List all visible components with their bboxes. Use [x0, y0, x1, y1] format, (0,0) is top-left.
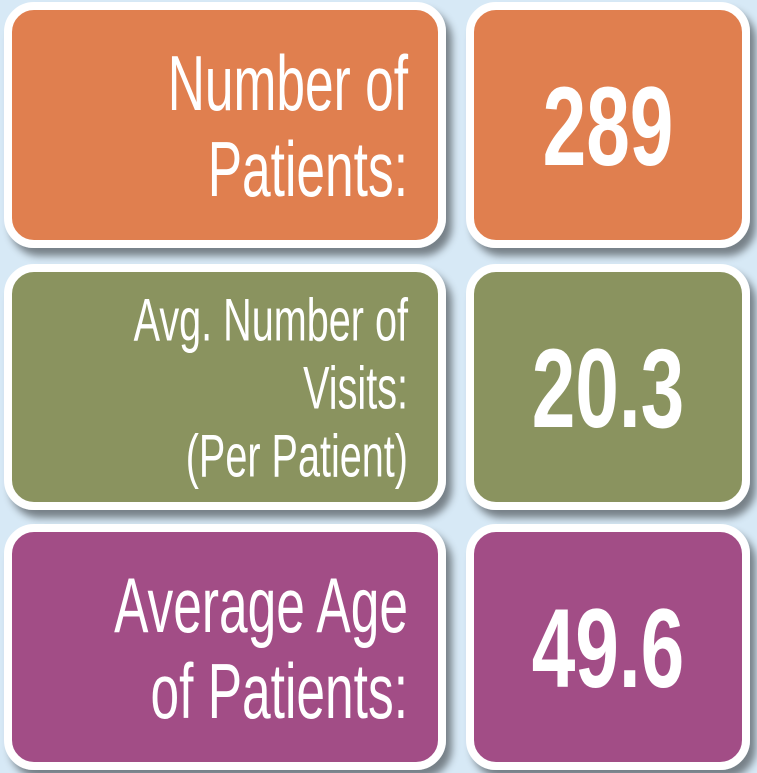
- stat-value: 20.3: [532, 326, 685, 451]
- value-card: [466, 2, 750, 248]
- value-card: [466, 524, 750, 770]
- stat-label: of Patients:: [150, 648, 408, 735]
- stat-label: Visits:: [303, 354, 408, 421]
- stat-label: Average Age: [114, 562, 408, 649]
- label-card: [4, 524, 446, 770]
- stat-label: (Per Patient): [186, 422, 408, 489]
- stat-value: 49.6: [532, 586, 685, 711]
- stat-value: 289: [543, 64, 674, 189]
- label-card: [4, 2, 446, 248]
- stat-label: Avg. Number of: [134, 286, 409, 353]
- stat-label: Number of: [168, 40, 409, 127]
- label-card: [4, 264, 446, 510]
- value-card: [466, 264, 750, 510]
- stat-label: Patients:: [208, 126, 408, 213]
